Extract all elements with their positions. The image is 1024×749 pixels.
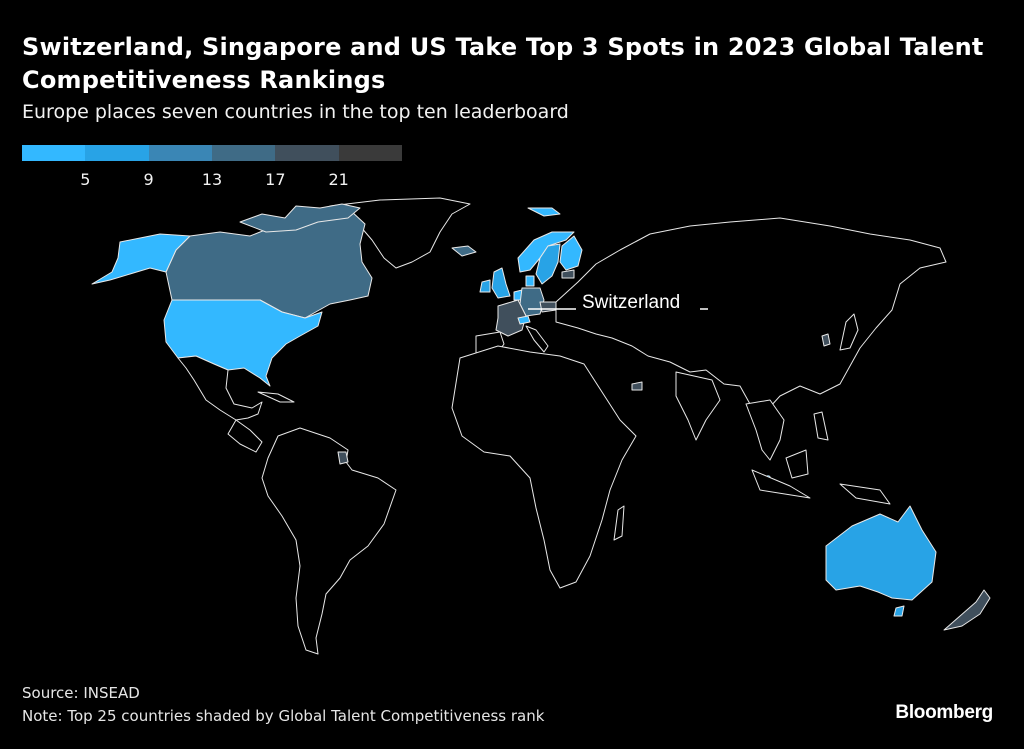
borneo: [785, 449, 809, 479]
world-map: [0, 190, 1024, 660]
chart-title: Switzerland, Singapore and US Take Top 3…: [22, 33, 984, 94]
denmark: [525, 275, 535, 287]
legend-swatch-3: [148, 145, 212, 161]
switzerland: [517, 315, 531, 325]
cuba: [257, 391, 295, 403]
italy: [525, 325, 549, 353]
southeast-asia: [745, 399, 785, 461]
sweden: [535, 243, 561, 285]
india: [675, 371, 721, 441]
source-note: Source: INSEAD: [22, 684, 140, 702]
madagascar: [613, 505, 625, 541]
legend-swatch-4: [211, 145, 276, 161]
africa: [451, 345, 637, 589]
chart-subtitle: Europe places seven countries in the top…: [22, 101, 569, 123]
legend-swatch-6: [338, 145, 402, 161]
french-guiana: [337, 451, 349, 465]
czech-republic: [539, 301, 557, 313]
estonia: [561, 269, 575, 279]
legend-swatch-5: [275, 145, 339, 161]
norway: [517, 231, 575, 273]
legend-tick: 5: [80, 170, 91, 189]
australia: [825, 505, 937, 601]
united-kingdom: [491, 267, 511, 299]
color-legend: [22, 145, 402, 161]
bloomberg-logo: Bloomberg: [895, 702, 993, 723]
france: [495, 299, 527, 337]
legend-tick: 13: [201, 170, 223, 189]
indonesia: [751, 469, 811, 499]
switzerland-callout-label: Switzerland: [582, 292, 681, 313]
new-guinea: [839, 483, 891, 505]
eurasia: [555, 217, 947, 419]
legend-tick: 9: [143, 170, 154, 189]
japan: [839, 313, 859, 351]
footnote: Note: Top 25 countries shaded by Global …: [22, 707, 545, 725]
south-america: [261, 427, 397, 655]
arctic-islands: [239, 203, 361, 233]
south-korea: [821, 333, 831, 347]
svalbard: [527, 207, 561, 217]
legend-tick: 17: [265, 170, 286, 189]
finland: [559, 235, 583, 271]
legend-tick: 21: [328, 170, 349, 189]
mexico: [177, 355, 263, 453]
uae: [631, 381, 643, 391]
legend-ticks: 5 9 13 17 21: [22, 170, 402, 192]
alaska: [91, 233, 191, 285]
iceland: [451, 245, 477, 257]
legend-swatch-2: [85, 145, 149, 161]
ireland: [479, 279, 491, 293]
new-zealand: [943, 589, 991, 631]
legend-swatch-1: [22, 145, 86, 161]
tasmania: [893, 605, 905, 617]
philippines: [813, 411, 829, 441]
